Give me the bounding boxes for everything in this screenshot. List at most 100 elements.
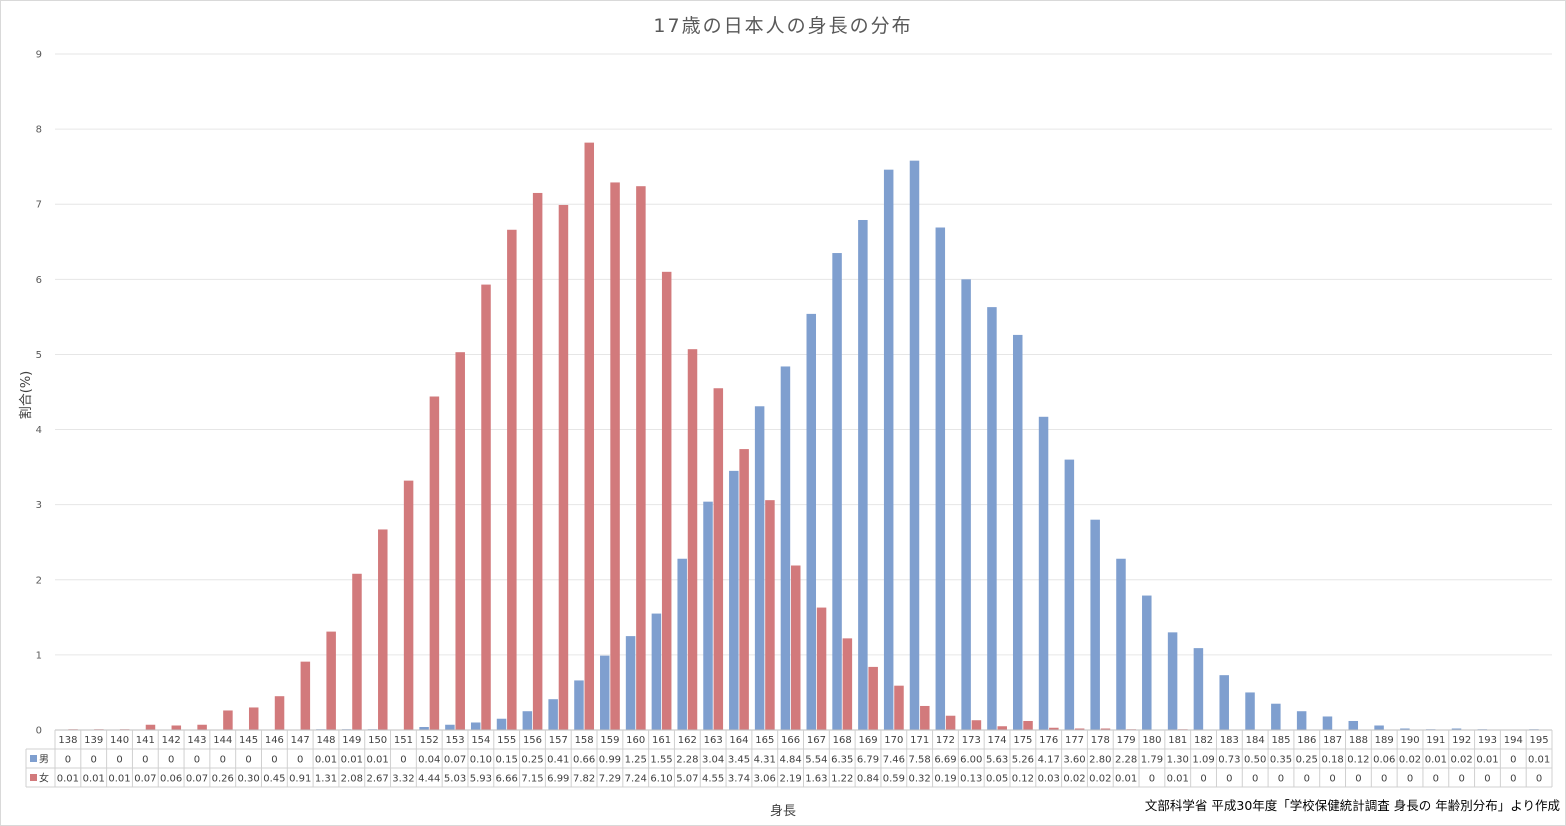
bar-male-167: [806, 313, 817, 730]
data-label: 0.66: [573, 755, 595, 766]
data-label: 4.17: [1038, 755, 1060, 766]
data-label: 1.31: [315, 774, 337, 785]
x-tick-label: 147: [291, 735, 310, 746]
x-tick-label: 141: [136, 735, 155, 746]
bar-male-173: [961, 279, 971, 730]
data-table: 138 139 140 141 142 143 144 145 146 147 148 149 150 1…: [25, 729, 1553, 788]
data-label: 0: [1407, 774, 1413, 785]
data-label: 0.73: [1218, 755, 1240, 766]
bar-female-144: [223, 710, 233, 730]
bar-female-176: [1049, 727, 1059, 730]
data-label: 0.06: [1373, 755, 1395, 766]
bar-male-160: [625, 636, 636, 730]
x-tick-label: 144: [213, 735, 232, 746]
bar-male-188: [1348, 720, 1359, 730]
data-label: 0.01: [57, 774, 79, 785]
bar-female-169: [868, 666, 878, 730]
data-label: 7.46: [883, 755, 905, 766]
x-tick-label: 151: [394, 735, 413, 746]
data-label: 0.01: [341, 755, 363, 766]
data-label: 2.80: [1089, 755, 1111, 766]
data-label: 0.04: [418, 755, 440, 766]
bar-female-171: [920, 705, 930, 730]
data-label: 0.07: [186, 774, 208, 785]
bar-female-151: [403, 480, 414, 730]
bar-male-156: [522, 711, 533, 730]
x-tick-label: 162: [678, 735, 697, 746]
data-label: 0.01: [83, 774, 105, 785]
x-tick-label: 191: [1426, 735, 1445, 746]
data-label: 0.02: [1399, 755, 1421, 766]
x-tick-label: 158: [575, 735, 594, 746]
data-label: 0.02: [1089, 774, 1111, 785]
y-tick-label: 3: [36, 500, 42, 511]
x-tick-label: 139: [84, 735, 103, 746]
y-tick-label: 4: [36, 425, 42, 436]
x-tick-label: 177: [1065, 735, 1084, 746]
bar-male-187: [1322, 716, 1333, 730]
bar-female-170: [894, 685, 904, 730]
x-tick-label: 195: [1530, 735, 1549, 746]
bar-female-175: [1023, 720, 1033, 730]
data-label: 0: [168, 755, 174, 766]
data-label: 0.32: [909, 774, 931, 785]
bar-female-147: [300, 661, 311, 730]
data-label: 0.50: [1244, 755, 1266, 766]
data-label: 3.32: [392, 774, 414, 785]
bar-male-153: [445, 724, 455, 730]
data-label: 1.09: [1192, 755, 1214, 766]
data-label: 0.35: [1270, 755, 1292, 766]
data-label: 0: [1278, 774, 1284, 785]
x-tick-label: 167: [807, 735, 826, 746]
bar-female-154: [481, 284, 491, 730]
bar-male-166: [780, 366, 791, 730]
data-label: 0.02: [1063, 774, 1085, 785]
x-tick-label: 169: [858, 735, 877, 746]
data-label: 0.13: [960, 774, 982, 785]
data-label: 6.69: [934, 755, 956, 766]
bar-female-163: [713, 388, 724, 730]
bar-female-174: [997, 726, 1007, 730]
y-tick-label: 9: [36, 50, 42, 61]
data-label: 5.26: [1012, 755, 1034, 766]
bar-male-189: [1374, 725, 1384, 730]
y-tick-label: 6: [36, 275, 42, 286]
bar-male-177: [1064, 459, 1075, 730]
data-label: 0: [142, 755, 148, 766]
y-tick-label: 0: [36, 726, 42, 737]
bar-male-158: [574, 680, 584, 730]
x-tick-label: 185: [1271, 735, 1290, 746]
bar-male-179: [1116, 558, 1126, 730]
x-tick-label: 155: [497, 735, 516, 746]
bar-female-156: [532, 192, 543, 730]
bar-male-185: [1271, 703, 1281, 730]
bar-female-157: [558, 204, 569, 730]
bar-female-148: [326, 631, 336, 730]
x-tick-label: 149: [342, 735, 361, 746]
data-label: 0: [1252, 774, 1258, 785]
x-tick-label: 171: [910, 735, 929, 746]
x-tick-label: 194: [1504, 735, 1523, 746]
bar-female-168: [842, 638, 853, 730]
data-label: 0: [116, 755, 122, 766]
bar-male-169: [858, 219, 868, 731]
x-tick-label: 189: [1375, 735, 1394, 746]
x-tick-label: 163: [704, 735, 723, 746]
data-label: 5.93: [470, 774, 492, 785]
x-tick-label: 180: [1142, 735, 1161, 746]
data-label: 0.45: [263, 774, 285, 785]
bar-male-181: [1167, 632, 1178, 730]
bar-male-165: [754, 406, 765, 730]
data-label: 0.01: [366, 755, 388, 766]
bar-female-149: [352, 573, 362, 730]
y-axis-title: 割合(%): [18, 371, 34, 420]
bar-female-152: [429, 396, 440, 730]
bar-female-165: [765, 500, 775, 730]
bar-female-160: [636, 186, 646, 730]
data-label: 1.25: [625, 755, 647, 766]
x-tick-label: 150: [368, 735, 387, 746]
bar-male-182: [1193, 648, 1204, 730]
data-label: 4.31: [754, 755, 776, 766]
bar-male-192: [1451, 728, 1462, 730]
data-label: 2.28: [1115, 755, 1137, 766]
